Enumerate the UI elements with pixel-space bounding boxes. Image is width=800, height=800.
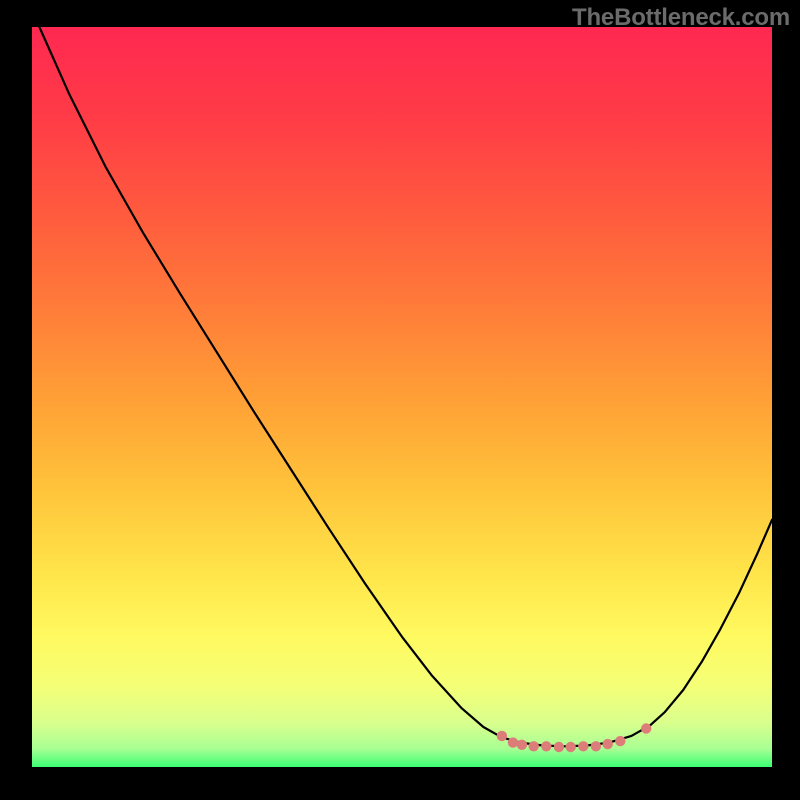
trough-marker-dot — [566, 742, 576, 752]
trough-marker-dot — [517, 740, 527, 750]
trough-marker-dot — [554, 742, 564, 752]
trough-marker-dot — [508, 737, 518, 747]
trough-marker-dot — [497, 731, 507, 741]
bottleneck-curve-chart — [0, 0, 800, 800]
trough-marker-dot — [591, 741, 601, 751]
trough-marker-dot — [578, 741, 588, 751]
chart-container: { "watermark": { "text": "TheBottleneck.… — [0, 0, 800, 800]
watermark-text: TheBottleneck.com — [572, 4, 790, 32]
trough-marker-dot — [641, 723, 651, 733]
trough-marker-dot — [615, 736, 625, 746]
trough-marker-dot — [541, 741, 551, 751]
plot-gradient-background — [32, 27, 772, 767]
trough-marker-dot — [603, 739, 613, 749]
trough-marker-dot — [529, 741, 539, 751]
